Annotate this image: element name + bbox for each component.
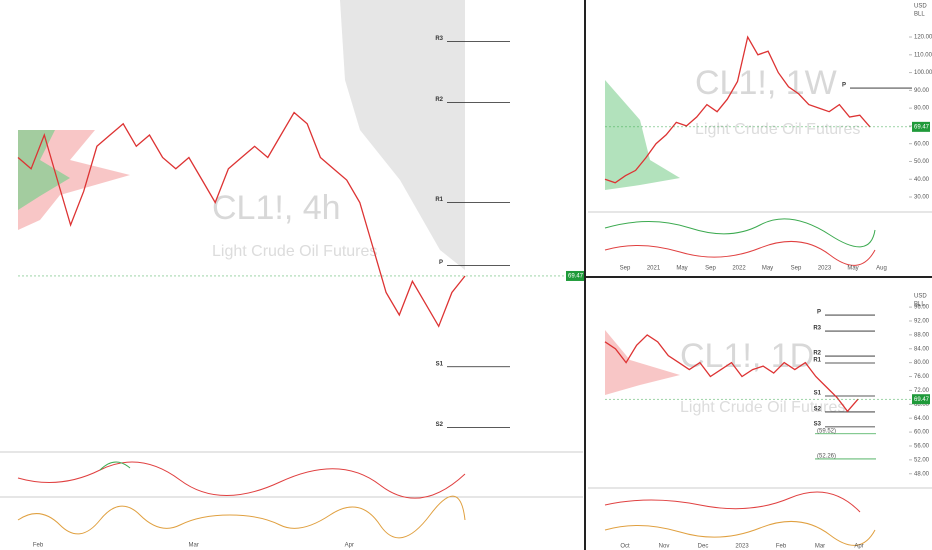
x-axis-label: Apr (345, 543, 354, 549)
oscillator (17, 495, 466, 539)
price-tag-label: 69.47 (914, 124, 930, 130)
volume-profile (18, 130, 130, 230)
y-tick-label: 110.00 (914, 52, 932, 58)
x-axis-label: Sep (705, 266, 716, 272)
x-axis-label: 2021 (647, 266, 661, 272)
y-tick-label: 40.00 (914, 177, 930, 183)
volume-profile (605, 80, 680, 190)
y-tick-label: 76.00 (914, 374, 930, 380)
x-axis-label: May (847, 266, 858, 272)
x-axis-label: Mar (188, 543, 198, 549)
y-tick-label: 92.00 (914, 319, 930, 325)
price-tag (566, 270, 584, 281)
pivot-label: S2 (814, 407, 822, 413)
price-line (17, 111, 466, 328)
level-label: (59.52) (817, 428, 836, 434)
watermark-subtitle: Light Crude Oil Futures (680, 399, 845, 416)
volume-profile (340, 0, 465, 270)
oscillator (604, 240, 876, 266)
x-axis-label: Sep (620, 266, 631, 272)
volume-profile (18, 130, 70, 210)
x-axis-label: Feb (776, 544, 787, 550)
x-axis-label: Dec (698, 544, 709, 550)
price-line (604, 35, 871, 184)
x-axis-label: Nov (659, 544, 670, 550)
pivot-label: R2 (813, 351, 821, 357)
y-tick-label: 50.00 (914, 159, 930, 165)
y-tick-label: 68.00 (914, 402, 930, 408)
oscillator (17, 461, 466, 499)
pivot-label: P (817, 310, 821, 316)
unit-label: BLL (914, 302, 925, 308)
price-tag-label: 69.47 (914, 397, 930, 403)
oscillator (604, 218, 876, 248)
price-line (604, 334, 859, 413)
x-axis-label: Feb (33, 543, 44, 549)
pivot-label: S1 (814, 391, 822, 397)
x-axis-label: 2023 (735, 544, 749, 550)
price-tag (912, 394, 930, 405)
unit-label: BLL (914, 12, 925, 18)
x-axis-label: Oct (620, 544, 630, 550)
pivot-label: R1 (813, 358, 821, 364)
x-axis-label: Mar (815, 544, 825, 550)
x-axis-label: Sep (791, 266, 802, 272)
oscillator (604, 520, 876, 546)
y-tick-label: 48.00 (914, 471, 930, 477)
x-axis-label: Apr (854, 544, 863, 550)
price-tag (912, 121, 930, 132)
x-axis-label: May (762, 266, 773, 272)
y-tick-label: 96.00 (914, 305, 930, 311)
volume-profile (605, 330, 680, 395)
watermark-title: CL1!, 4h (212, 189, 341, 227)
y-tick-label: 52.00 (914, 457, 930, 463)
y-tick-label: 80.00 (914, 106, 930, 112)
x-axis-label: Aug (876, 266, 887, 272)
y-tick-label: 80.00 (914, 360, 930, 366)
x-axis-label: May (676, 266, 687, 272)
oscillator (604, 491, 861, 513)
pivot-label: P (842, 83, 846, 89)
pivot-label: S1 (436, 361, 444, 367)
x-axis-label: 2023 (818, 266, 832, 272)
level-label: (52.26) (817, 454, 836, 460)
y-tick-label: 90.00 (914, 88, 930, 94)
y-tick-label: 60.00 (914, 430, 930, 436)
y-tick-label: 84.00 (914, 346, 930, 352)
y-tick-label: 100.00 (914, 70, 932, 76)
pivot-label: S3 (814, 421, 822, 427)
pivot-label: S2 (436, 422, 444, 428)
y-tick-label: 120.00 (914, 35, 932, 41)
y-tick-label: 64.00 (914, 416, 930, 422)
watermark-title: CL1!, 1W (695, 64, 837, 102)
y-tick-label: 56.00 (914, 444, 930, 450)
pivot-label: R1 (435, 197, 443, 203)
y-tick-label: 88.00 (914, 332, 930, 338)
y-tick-label: 30.00 (914, 195, 930, 201)
pivot-label: R3 (435, 36, 443, 42)
pivot-label: R3 (813, 326, 821, 332)
watermark-subtitle: Light Crude Oil Futures (212, 243, 377, 260)
y-tick-label: 72.00 (914, 388, 930, 394)
x-axis-label: 2022 (732, 266, 746, 272)
unit-label: USD (914, 4, 927, 10)
watermark-title: CL1!, 1D (680, 337, 814, 375)
watermark-subtitle: Light Crude Oil Futures (695, 121, 860, 138)
y-tick-label: 60.00 (914, 141, 930, 147)
price-tag-label: 69.47 (568, 274, 584, 280)
pivot-label: P (439, 260, 443, 266)
unit-label: USD (914, 294, 927, 300)
pivot-label: R2 (435, 97, 443, 103)
oscillator (99, 461, 131, 471)
